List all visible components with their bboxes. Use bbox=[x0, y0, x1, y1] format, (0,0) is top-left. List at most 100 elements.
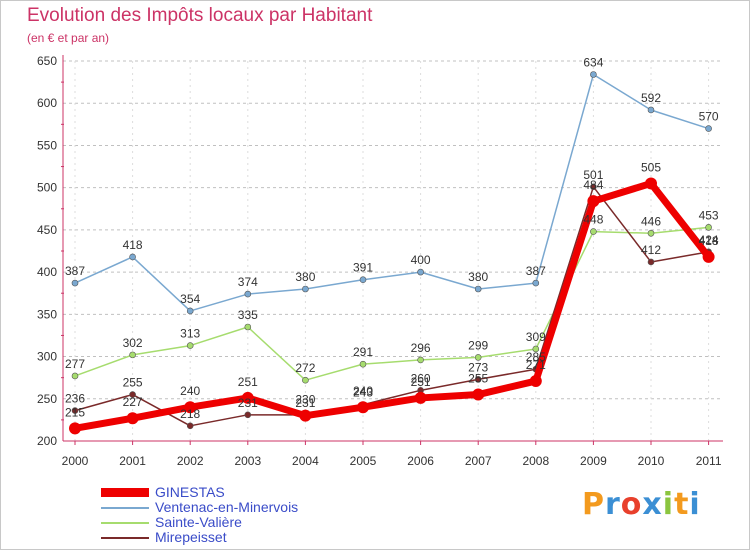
data-label: 231 bbox=[295, 396, 315, 410]
data-label: 335 bbox=[238, 308, 258, 322]
legend-label: Ventenac-en-Minervois bbox=[155, 499, 299, 515]
data-point bbox=[647, 106, 655, 114]
logo-letter: r bbox=[605, 487, 621, 522]
data-label: 272 bbox=[295, 361, 315, 375]
y-tick-label: 550 bbox=[37, 138, 57, 152]
y-tick-label: 600 bbox=[37, 96, 57, 110]
data-point bbox=[241, 391, 254, 404]
data-label: 230 bbox=[295, 393, 315, 407]
data-label: 299 bbox=[468, 338, 488, 352]
data-label: 302 bbox=[123, 336, 143, 350]
data-point bbox=[244, 323, 252, 331]
legend-item: Mirepeisset bbox=[101, 530, 298, 545]
series-line bbox=[74, 73, 709, 312]
data-label: 313 bbox=[180, 327, 200, 341]
x-tick-label: 2000 bbox=[62, 454, 89, 468]
x-tick-label: 2004 bbox=[292, 454, 319, 468]
data-point bbox=[129, 253, 136, 261]
data-label: 400 bbox=[411, 253, 431, 267]
data-label: 231 bbox=[238, 396, 258, 410]
data-label: 227 bbox=[123, 395, 143, 409]
data-label: 273 bbox=[468, 360, 488, 374]
data-point bbox=[532, 279, 540, 287]
data-label: 291 bbox=[353, 345, 373, 359]
data-point bbox=[359, 360, 367, 368]
x-tick-label: 2011 bbox=[696, 454, 722, 468]
y-tick-label: 350 bbox=[37, 307, 57, 321]
logo-letter: i bbox=[689, 487, 701, 522]
data-label: 484 bbox=[583, 178, 603, 192]
legend-item: GINESTAS bbox=[101, 485, 298, 500]
data-label: 448 bbox=[583, 213, 603, 227]
legend-swatch bbox=[101, 506, 149, 509]
logo-letter: o bbox=[620, 487, 643, 522]
data-label: 570 bbox=[699, 110, 719, 124]
x-tick-label: 2002 bbox=[177, 454, 204, 468]
data-label: 255 bbox=[468, 372, 488, 386]
data-point bbox=[647, 258, 655, 266]
data-point bbox=[184, 401, 197, 414]
data-label: 380 bbox=[468, 270, 488, 284]
series-sainte-vali-re bbox=[71, 224, 712, 384]
data-label: 412 bbox=[641, 243, 661, 257]
data-point bbox=[702, 250, 715, 263]
data-label: 255 bbox=[123, 376, 143, 390]
data-point bbox=[69, 422, 81, 435]
data-point bbox=[302, 285, 309, 293]
data-point bbox=[244, 290, 252, 298]
data-label: 243 bbox=[353, 386, 373, 400]
data-label: 505 bbox=[641, 160, 661, 174]
legend-item: Sainte-Valière bbox=[101, 515, 298, 530]
y-tick-label: 300 bbox=[37, 350, 57, 364]
logo-letter: t bbox=[674, 487, 690, 522]
data-label: 251 bbox=[238, 375, 258, 389]
data-label: 215 bbox=[65, 405, 85, 419]
data-point bbox=[299, 409, 312, 422]
data-label: 277 bbox=[65, 357, 85, 371]
data-label: 418 bbox=[699, 234, 719, 248]
data-point bbox=[590, 183, 597, 191]
series-line bbox=[74, 179, 712, 432]
x-tick-label: 2006 bbox=[407, 454, 434, 468]
legend-swatch bbox=[101, 488, 149, 497]
data-point bbox=[71, 279, 79, 287]
x-tick-label: 2003 bbox=[234, 454, 261, 468]
data-label: 251 bbox=[411, 375, 431, 389]
series-mirepeisset bbox=[71, 183, 712, 430]
data-point bbox=[705, 224, 712, 231]
chart-title: Evolution des Impôts locaux par Habitant bbox=[27, 5, 373, 26]
series-ginestas bbox=[69, 177, 715, 435]
y-tick-label: 450 bbox=[37, 223, 57, 237]
series-ventenac-en-minervois bbox=[71, 71, 712, 315]
data-label: 592 bbox=[641, 91, 661, 105]
data-label: 446 bbox=[641, 214, 661, 228]
data-point bbox=[186, 422, 194, 430]
data-point bbox=[71, 407, 79, 414]
data-point bbox=[186, 307, 194, 315]
data-label: 240 bbox=[353, 384, 373, 398]
data-label: 218 bbox=[180, 407, 200, 421]
legend-label: GINESTAS bbox=[155, 484, 225, 500]
data-point bbox=[474, 376, 482, 383]
data-label: 634 bbox=[583, 56, 603, 70]
data-label: 285 bbox=[526, 350, 546, 364]
data-label: 271 bbox=[526, 358, 546, 372]
data-label: 424 bbox=[699, 233, 719, 247]
data-point bbox=[417, 268, 424, 276]
data-point bbox=[590, 71, 597, 78]
y-tick-label: 650 bbox=[37, 54, 57, 68]
data-point bbox=[129, 391, 136, 398]
data-point bbox=[129, 351, 136, 359]
series-line bbox=[74, 186, 709, 427]
data-point bbox=[417, 356, 424, 364]
legend-swatch bbox=[101, 536, 149, 539]
x-tick-label: 2001 bbox=[119, 454, 146, 468]
data-label: 453 bbox=[699, 208, 719, 222]
legend-swatch bbox=[101, 521, 149, 524]
logo-letter: P bbox=[582, 487, 605, 522]
data-point bbox=[126, 412, 139, 425]
y-tick-label: 400 bbox=[37, 265, 57, 279]
data-point bbox=[645, 177, 657, 190]
